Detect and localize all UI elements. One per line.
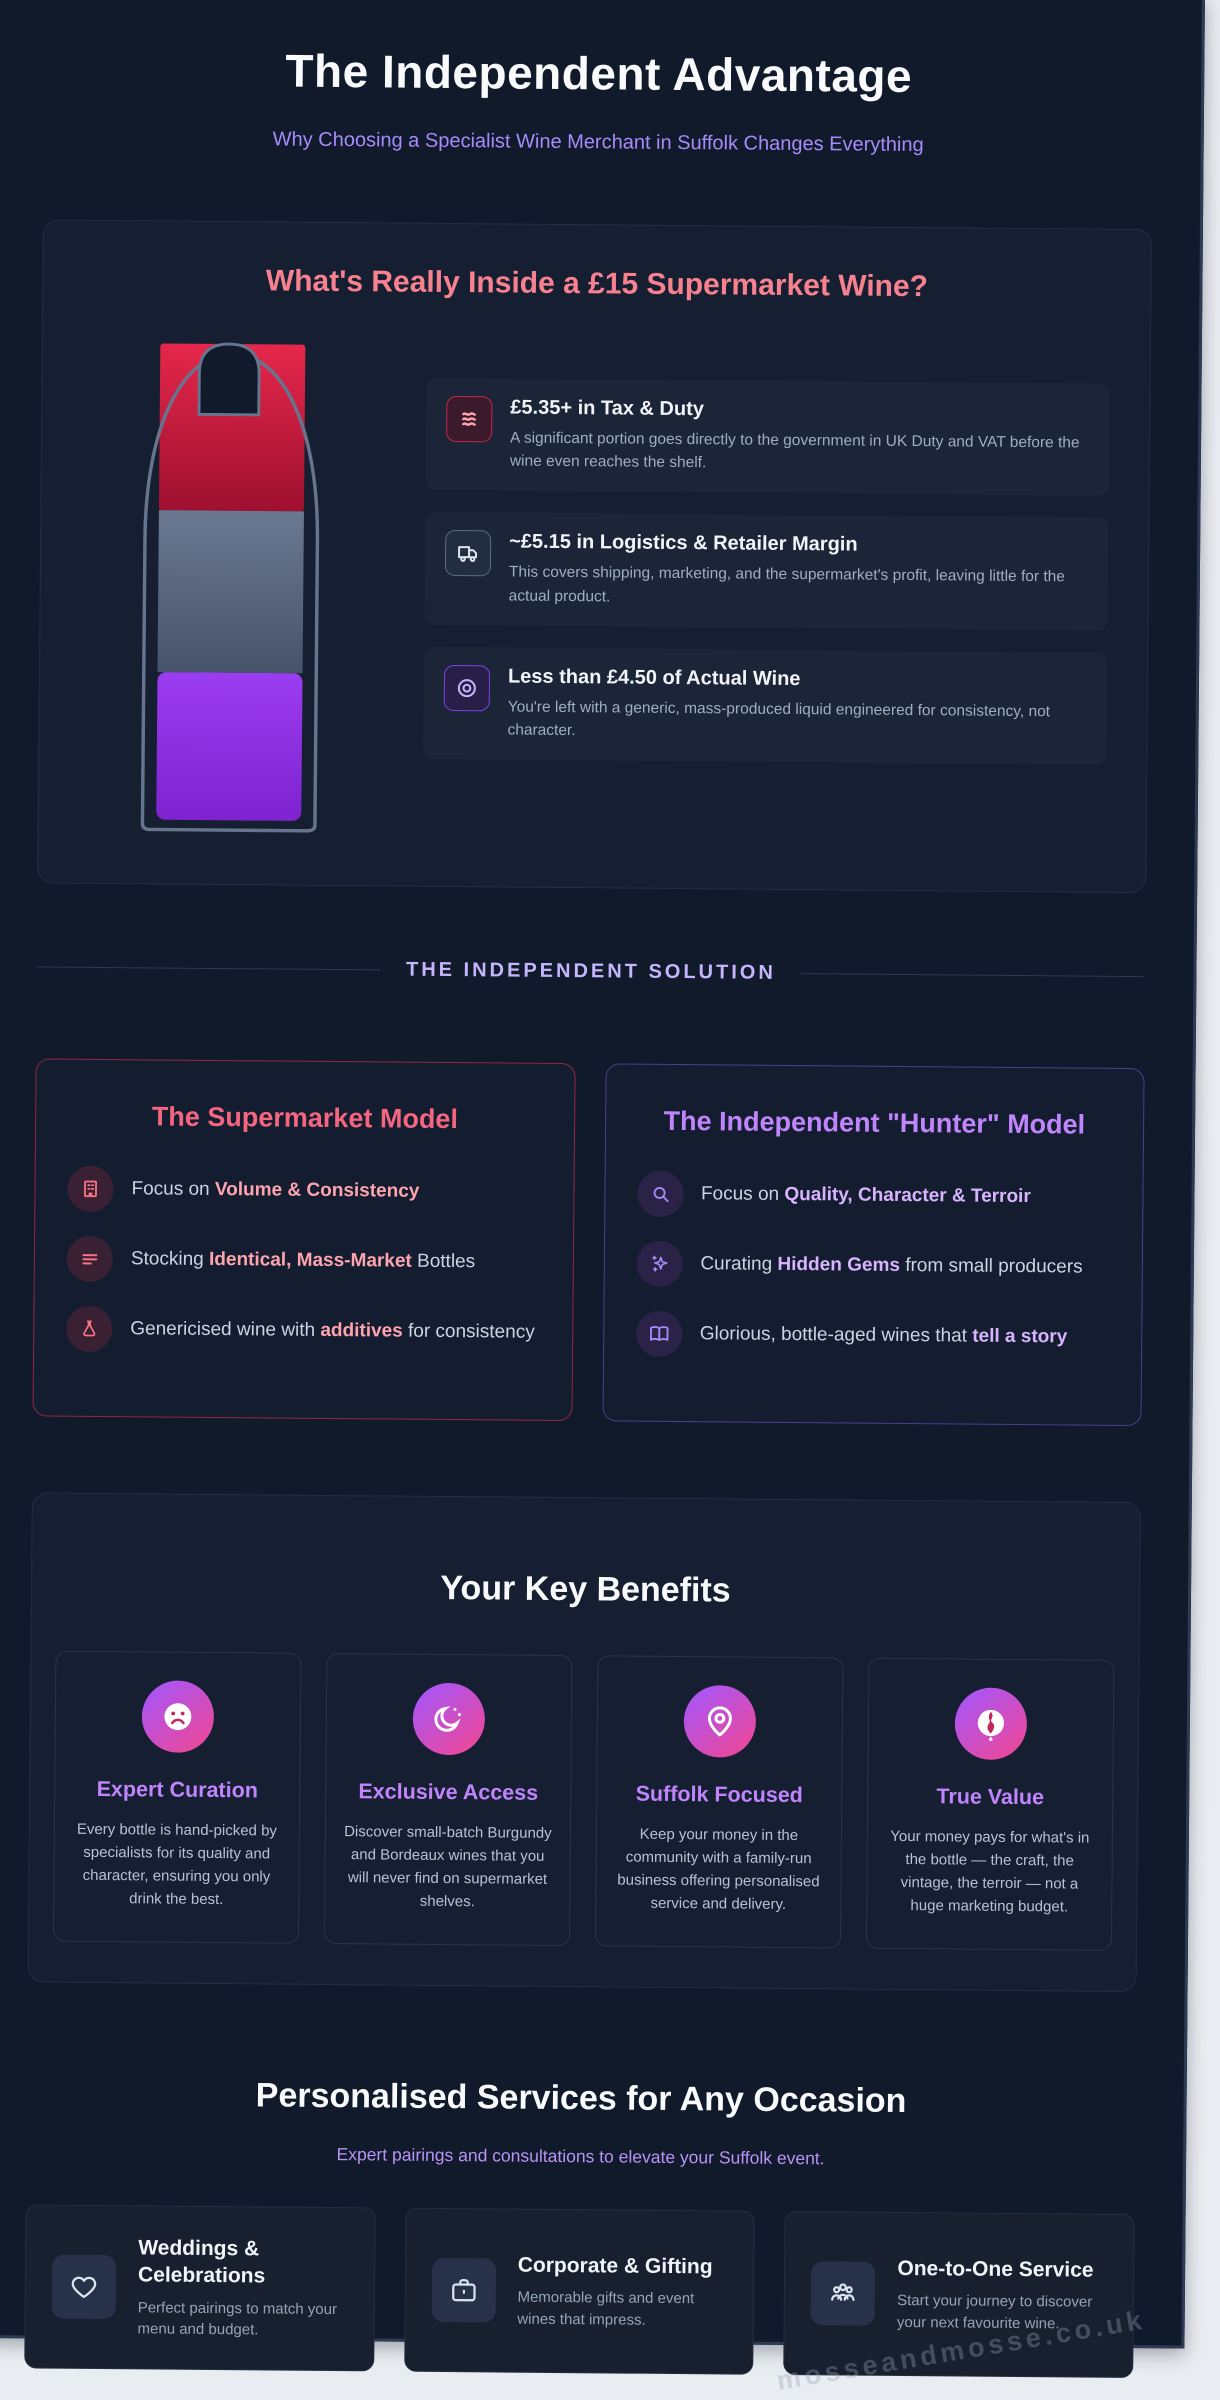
benefit-description: Your money pays for what's in the bottle… xyxy=(890,1827,1090,1916)
page-title: The Independent Advantage xyxy=(285,44,913,103)
price-breakdown-card: What's Really Inside a £15 Supermarket W… xyxy=(37,219,1152,893)
book-open-icon xyxy=(635,1310,682,1357)
breakdown-item-title: £5.35+ in Tax & Duty xyxy=(510,396,705,421)
wine-bottle-graphic xyxy=(79,331,383,840)
divider-line xyxy=(801,972,1146,977)
service-card-one-to-one: One-to-One Service Start your journey to… xyxy=(783,2210,1135,2379)
model-item-text: Stocking Identical, Mass-Market Bottles xyxy=(130,1248,476,1273)
benefits-title: Your Key Benefits xyxy=(440,1568,731,1610)
service-grid: Weddings & Celebrations Perfect pairings… xyxy=(24,2204,1135,2379)
model-item: Focus on Volume & Consistency xyxy=(67,1165,541,1215)
frown-face-icon xyxy=(141,1680,215,1753)
breakdown-item-description: A significant portion goes directly to t… xyxy=(509,429,1080,472)
heart-icon xyxy=(51,2254,117,2320)
bottle-segment-wine xyxy=(156,671,303,821)
model-item-text: Genericised wine with additives for cons… xyxy=(130,1318,535,1343)
moon-stars-icon xyxy=(412,1682,486,1756)
divider-label: THE INDEPENDENT SOLUTION xyxy=(405,958,776,984)
page-subtitle: Why Choosing a Specialist Wine Merchant … xyxy=(272,128,924,156)
model-item: Genericised wine with additives for cons… xyxy=(66,1305,540,1355)
service-card-weddings: Weddings & Celebrations Perfect pairings… xyxy=(24,2204,376,2372)
benefit-description: Keep your money in the community with a … xyxy=(617,1825,820,1914)
service-title: Weddings & Celebrations xyxy=(137,2236,266,2288)
banknote-stack-icon xyxy=(446,395,493,443)
key-benefits-card: Your Key Benefits Expert Curation Every … xyxy=(27,1491,1141,1992)
benefit-title: Suffolk Focused xyxy=(635,1781,803,1807)
service-title: One-to-One Service xyxy=(897,2256,1094,2282)
bottle-segment-logistics xyxy=(157,509,304,674)
list-lines-icon xyxy=(66,1235,114,1282)
benefit-card-suffolk-focused: Suffolk Focused Keep your money in the c… xyxy=(594,1655,844,1949)
bottle-segment-tax xyxy=(158,343,306,512)
target-icon xyxy=(443,664,491,712)
building-icon xyxy=(67,1165,114,1212)
breakdown-item-logistics: ~£5.15 in Logistics & Retailer Margin Th… xyxy=(424,512,1109,631)
breakdown-item-wine: Less than £4.50 of Actual Wine You're le… xyxy=(423,646,1108,766)
model-item: Glorious, bottle-aged wines that tell a … xyxy=(635,1310,1110,1360)
hunter-model-title: The Independent "Hunter" Model xyxy=(663,1105,1086,1140)
benefit-description: Every bottle is hand-picked by specialis… xyxy=(76,1820,278,1909)
services-subtitle: Expert pairings and consultations to ele… xyxy=(336,2144,825,2169)
flask-icon xyxy=(66,1305,113,1352)
breakdown-item-description: This covers shipping, marketing, and the… xyxy=(508,563,1066,605)
breakdown-title: What's Really Inside a £15 Supermarket W… xyxy=(265,264,929,303)
divider-line xyxy=(36,966,381,971)
model-comparison: The Supermarket Model Focus on Volume & … xyxy=(32,1058,1145,1426)
briefcase-icon xyxy=(431,2257,496,2323)
bottle-neck xyxy=(197,342,261,417)
service-card-corporate: Corporate & Gifting Memorable gifts and … xyxy=(403,2207,755,2375)
benefit-card-expert-curation: Expert Curation Every bottle is hand-pic… xyxy=(52,1650,302,1944)
breakdown-item-title: Less than £4.50 of Actual Wine xyxy=(507,665,801,690)
model-item: Focus on Quality, Character & Terroir xyxy=(636,1170,1111,1220)
service-title: Corporate & Gifting xyxy=(517,2253,713,2278)
model-item: Stocking Identical, Mass-Market Bottles xyxy=(66,1235,541,1285)
hunter-model-card: The Independent "Hunter" Model Focus on … xyxy=(602,1063,1145,1426)
bottle-outline xyxy=(140,351,320,833)
map-pin-icon xyxy=(683,1684,757,1758)
users-icon xyxy=(810,2261,876,2326)
benefit-title: Expert Curation xyxy=(96,1776,259,1803)
gem-icon xyxy=(954,1687,1028,1760)
breakdown-item-description: You're left with a generic, mass-produce… xyxy=(507,698,1051,740)
search-icon xyxy=(636,1170,684,1217)
sparkles-icon xyxy=(636,1240,683,1287)
breakdown-item-title: ~£5.15 in Logistics & Retailer Margin xyxy=(509,530,858,556)
section-divider: THE INDEPENDENT SOLUTION xyxy=(36,955,1146,988)
services-title: Personalised Services for Any Occasion xyxy=(255,2076,907,2120)
benefit-card-true-value: True Value Your money pays for what's in… xyxy=(865,1657,1115,1951)
model-item-text: Curating Hidden Gems from small producer… xyxy=(700,1252,1083,1278)
service-description: Memorable gifts and event wines that imp… xyxy=(517,2288,695,2329)
supermarket-model-title: The Supermarket Model xyxy=(151,1101,459,1134)
supermarket-model-card: The Supermarket Model Focus on Volume & … xyxy=(32,1058,576,1421)
bottle-breakdown-chart xyxy=(140,342,320,833)
model-item-text: Glorious, bottle-aged wines that tell a … xyxy=(699,1322,1068,1348)
model-item-text: Focus on Quality, Character & Terroir xyxy=(700,1182,1031,1207)
truck-icon xyxy=(444,530,492,577)
benefit-description: Discover small-batch Burgundy and Bordea… xyxy=(344,1822,552,1911)
model-item: Curating Hidden Gems from small producer… xyxy=(636,1240,1110,1290)
breakdown-item-tax: £5.35+ in Tax & Duty A significant porti… xyxy=(425,377,1110,497)
benefit-grid: Expert Curation Every bottle is hand-pic… xyxy=(52,1650,1115,1951)
benefit-card-exclusive-access: Exclusive Access Discover small-batch Bu… xyxy=(323,1652,573,1946)
benefit-title: True Value xyxy=(936,1784,1045,1810)
benefit-title: Exclusive Access xyxy=(358,1779,539,1805)
model-item-text: Focus on Volume & Consistency xyxy=(131,1178,420,1202)
breakdown-list: £5.35+ in Tax & Duty A significant porti… xyxy=(423,334,1110,766)
service-description: Perfect pairings to match your menu and … xyxy=(137,2298,338,2339)
